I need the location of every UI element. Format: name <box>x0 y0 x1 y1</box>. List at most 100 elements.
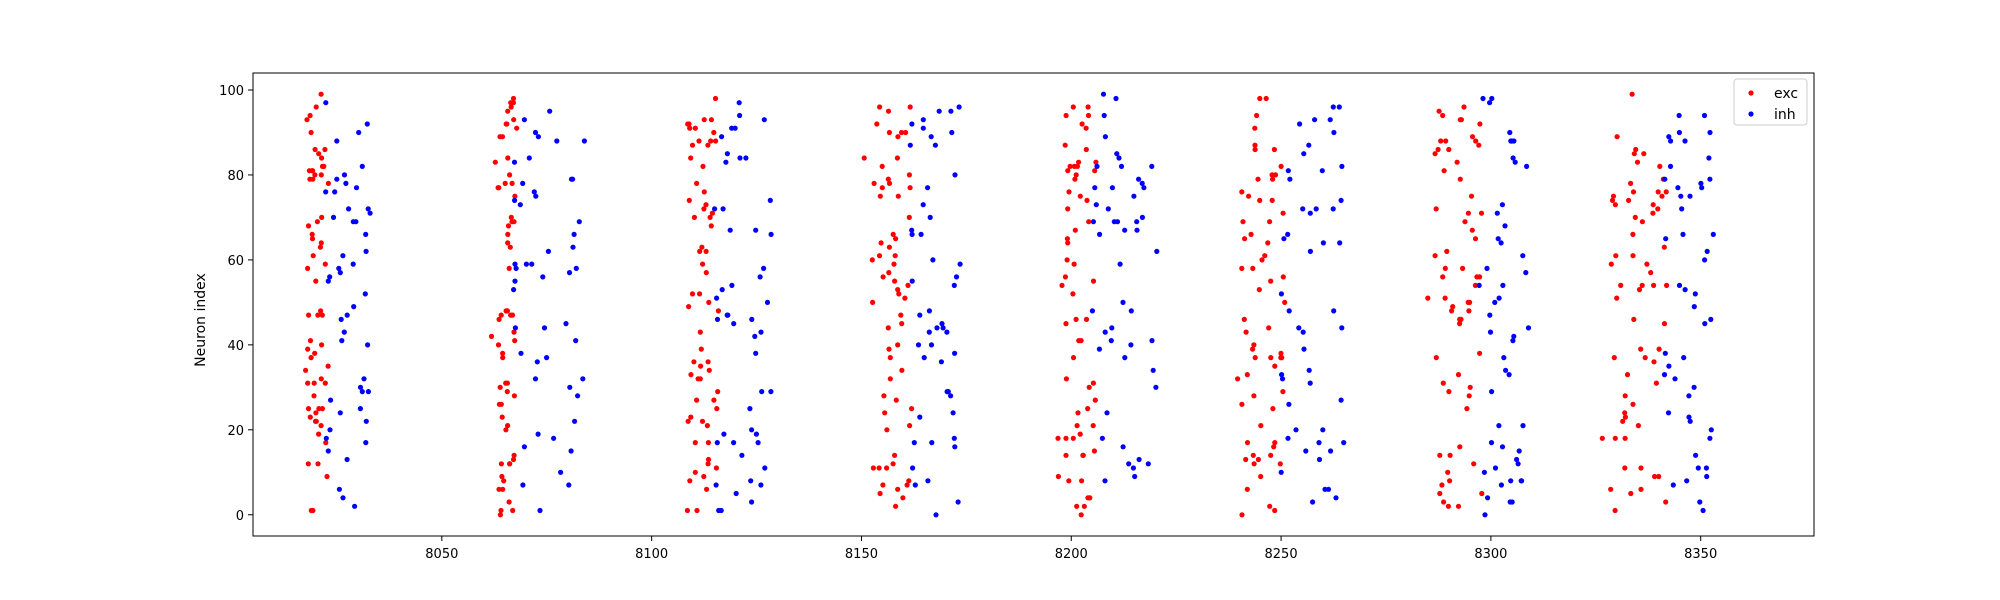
exc-spike <box>1085 406 1091 412</box>
exc-spike <box>706 367 712 373</box>
exc-spike <box>1083 146 1089 153</box>
exc-spike <box>701 117 707 123</box>
exc-spike <box>305 265 311 271</box>
exc-spike <box>315 312 321 318</box>
exc-spike <box>1622 465 1628 471</box>
exc-spike <box>305 223 312 229</box>
exc-spike <box>707 214 713 220</box>
exc-spike <box>711 129 717 136</box>
exc-spike <box>1243 456 1249 463</box>
inh-spike <box>1099 435 1105 441</box>
exc-spike <box>696 138 702 144</box>
inh-spike <box>1525 325 1532 331</box>
inh-spike <box>1693 452 1699 458</box>
inh-spike <box>743 155 749 161</box>
inh-spike <box>572 418 578 424</box>
exc-spike <box>1242 236 1248 242</box>
exc-spike <box>510 456 517 463</box>
exc-spike <box>1252 142 1258 148</box>
inh-spike <box>1313 206 1319 212</box>
inh-spike <box>1328 448 1334 454</box>
exc-spike <box>324 473 330 480</box>
legend-marker-exc <box>1748 90 1754 96</box>
exc-spike <box>496 486 502 492</box>
exc-spike <box>1067 163 1073 169</box>
inh-spike <box>768 231 774 237</box>
exc-spike <box>1432 253 1438 259</box>
inh-spike <box>1339 163 1345 169</box>
inh-spike <box>1097 231 1103 237</box>
inh-spike <box>518 350 524 356</box>
inh-spike <box>1285 168 1291 174</box>
exc-spike <box>1255 176 1261 182</box>
exc-spike <box>1251 342 1257 348</box>
exc-spike <box>895 342 901 348</box>
exc-spike <box>510 95 517 102</box>
inh-spike <box>749 427 755 433</box>
exc-spike <box>1469 134 1476 140</box>
inh-spike <box>1510 155 1516 161</box>
exc-spike <box>894 155 901 161</box>
exc-spike <box>1628 490 1634 497</box>
exc-spike <box>499 473 505 480</box>
exc-spike <box>1066 478 1072 484</box>
inh-spike <box>1684 478 1690 484</box>
inh-spike <box>957 261 963 267</box>
exc-spike <box>903 129 909 136</box>
exc-spike <box>887 376 893 382</box>
exc-spike <box>1469 227 1475 233</box>
inh-spike <box>568 448 574 454</box>
exc-spike <box>871 180 877 186</box>
exc-spike <box>711 397 717 403</box>
inh-spike <box>737 155 743 161</box>
exc-spike <box>684 507 691 514</box>
inh-spike <box>1487 100 1493 106</box>
inh-spike <box>1698 180 1704 186</box>
inh-spike <box>1090 219 1096 225</box>
exc-spike <box>306 312 312 318</box>
inh-spike <box>551 435 557 441</box>
inh-spike <box>1681 355 1687 361</box>
exc-spike <box>505 231 511 237</box>
exc-spike <box>887 355 893 361</box>
exc-spike <box>1477 274 1483 280</box>
inh-spike <box>1300 329 1306 335</box>
exc-spike <box>907 104 913 110</box>
inh-spike <box>1680 231 1686 237</box>
exc-spike <box>701 206 707 212</box>
inh-spike <box>1676 129 1682 136</box>
exc-spike <box>1653 380 1659 386</box>
exc-spike <box>319 155 325 161</box>
exc-spike <box>1622 414 1628 420</box>
inh-spike <box>909 231 915 237</box>
exc-spike <box>1267 503 1273 509</box>
exc-spike <box>314 219 320 225</box>
exc-spike <box>884 465 890 471</box>
exc-spike <box>705 440 712 446</box>
exc-spike <box>1270 176 1276 182</box>
exc-spike <box>898 312 904 318</box>
exc-spike <box>1280 274 1286 280</box>
inh-spike <box>938 359 945 365</box>
inh-spike <box>926 308 933 314</box>
inh-spike <box>714 316 721 322</box>
exc-spike <box>895 134 901 140</box>
inh-spike <box>925 478 931 484</box>
inh-spike <box>1114 151 1120 157</box>
exc-spike <box>1280 210 1286 216</box>
inh-spike <box>1286 401 1292 407</box>
inh-spike <box>1708 427 1714 433</box>
inh-spike <box>340 253 346 259</box>
exc-spike <box>1639 282 1645 288</box>
exc-spike <box>1272 363 1278 369</box>
exc-spike <box>892 278 898 284</box>
exc-spike <box>1655 206 1661 212</box>
exc-spike <box>318 172 324 178</box>
exc-spike <box>508 104 514 110</box>
exc-spike <box>1608 261 1614 267</box>
exc-spike <box>869 257 875 263</box>
inh-spike <box>570 244 576 250</box>
exc-spike <box>505 240 511 246</box>
inh-spike <box>1093 202 1099 208</box>
inh-spike <box>917 312 923 318</box>
